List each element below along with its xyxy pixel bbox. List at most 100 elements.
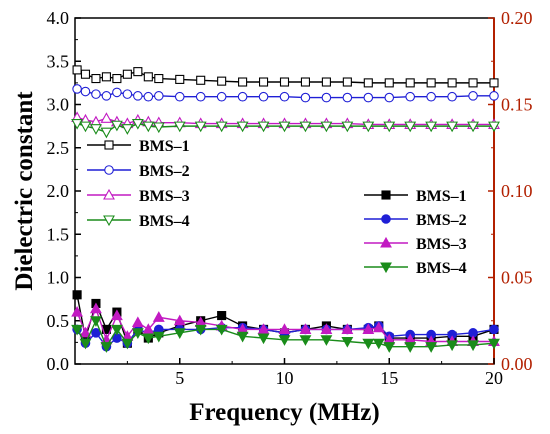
- data-point: [257, 323, 270, 334]
- data-point: [173, 121, 186, 133]
- data-point: [100, 342, 113, 353]
- y-tick-left-label: 0.5: [47, 311, 70, 331]
- data-point: [446, 121, 459, 133]
- legend-marker: [380, 262, 392, 274]
- data-point: [143, 91, 154, 102]
- data-point: [71, 305, 84, 317]
- data-point: [384, 78, 394, 88]
- data-point: [154, 74, 164, 84]
- data-point: [110, 309, 123, 321]
- data-point: [488, 121, 500, 133]
- data-point: [112, 74, 122, 84]
- series-left-2: [72, 84, 499, 103]
- data-point: [173, 328, 186, 339]
- data-point: [320, 323, 333, 334]
- data-point: [447, 78, 457, 88]
- series-left-1: [72, 65, 499, 88]
- data-point: [154, 91, 164, 101]
- data-point: [194, 324, 207, 336]
- legend-label: BMS–4: [139, 213, 190, 230]
- x-tick-label: 20: [485, 368, 503, 388]
- data-point: [91, 74, 101, 84]
- y-tick-right-label: 0.05: [501, 268, 533, 288]
- data-point: [71, 324, 84, 336]
- data-point: [122, 69, 132, 79]
- data-point: [405, 78, 415, 88]
- y-tick-left-label: 3.5: [47, 51, 70, 71]
- data-point: [341, 121, 354, 133]
- data-point: [112, 87, 122, 98]
- data-point: [236, 121, 249, 133]
- data-point: [447, 91, 457, 102]
- data-point: [383, 121, 396, 133]
- data-point: [133, 91, 143, 101]
- data-point: [91, 89, 101, 99]
- legend-marker: [104, 140, 114, 150]
- data-point: [90, 316, 102, 327]
- data-point: [195, 91, 206, 102]
- data-point: [131, 118, 144, 130]
- data-point: [279, 91, 290, 102]
- data-point: [238, 77, 248, 87]
- x-tick-label: 5: [175, 368, 184, 388]
- data-point: [467, 340, 479, 352]
- data-point: [121, 124, 134, 135]
- data-point: [384, 92, 395, 103]
- data-point: [110, 120, 123, 132]
- data-point: [383, 342, 396, 353]
- legend-label: BMS–2: [139, 163, 190, 180]
- data-point: [342, 77, 352, 87]
- data-point: [131, 328, 144, 339]
- data-point: [80, 69, 91, 79]
- data-point: [363, 92, 374, 103]
- data-point: [215, 121, 228, 133]
- data-point: [363, 78, 373, 88]
- data-point: [174, 91, 185, 102]
- data-point: [341, 323, 354, 334]
- data-point: [404, 121, 417, 133]
- data-point: [100, 112, 113, 123]
- data-point: [216, 91, 227, 102]
- data-point: [299, 323, 312, 334]
- data-point: [425, 342, 438, 353]
- data-point: [142, 121, 155, 133]
- data-point: [152, 331, 165, 343]
- y-tick-right-label: 0.15: [501, 95, 533, 115]
- legend-left: BMS–1 BMS–2 BMS–3 BMS–4: [87, 138, 190, 230]
- data-point: [321, 77, 331, 87]
- data-point: [405, 91, 416, 102]
- data-point: [489, 324, 499, 335]
- x-tick-label: 15: [380, 368, 398, 388]
- data-point: [79, 121, 92, 133]
- data-point: [426, 91, 436, 102]
- legend-marker: [381, 214, 391, 224]
- legend-marker: [380, 236, 392, 248]
- data-point: [121, 338, 134, 350]
- data-point: [362, 323, 375, 334]
- data-point: [101, 72, 111, 82]
- data-point: [80, 86, 91, 97]
- data-point: [122, 89, 133, 99]
- y-tick-left-label: 2.0: [47, 181, 70, 201]
- data-point: [320, 335, 333, 346]
- data-point: [489, 91, 499, 101]
- data-point: [133, 67, 143, 77]
- data-point: [79, 326, 92, 338]
- data-point: [175, 74, 185, 84]
- series-right-4: [71, 316, 500, 353]
- data-point: [278, 335, 291, 346]
- data-point: [101, 91, 112, 101]
- data-point: [278, 323, 291, 334]
- y-tick-right-label: 0.00: [501, 354, 533, 374]
- x-axis-title: Frequency (MHz): [189, 399, 379, 426]
- data-point: [72, 65, 82, 75]
- data-point: [236, 331, 249, 343]
- y-tick-left-label: 4.0: [47, 8, 70, 28]
- data-point: [320, 121, 333, 133]
- data-point: [131, 316, 144, 328]
- data-point: [257, 333, 270, 345]
- data-point: [362, 121, 375, 133]
- data-point: [152, 122, 165, 134]
- legend-label: BMS–1: [416, 188, 467, 205]
- data-point: [90, 124, 102, 135]
